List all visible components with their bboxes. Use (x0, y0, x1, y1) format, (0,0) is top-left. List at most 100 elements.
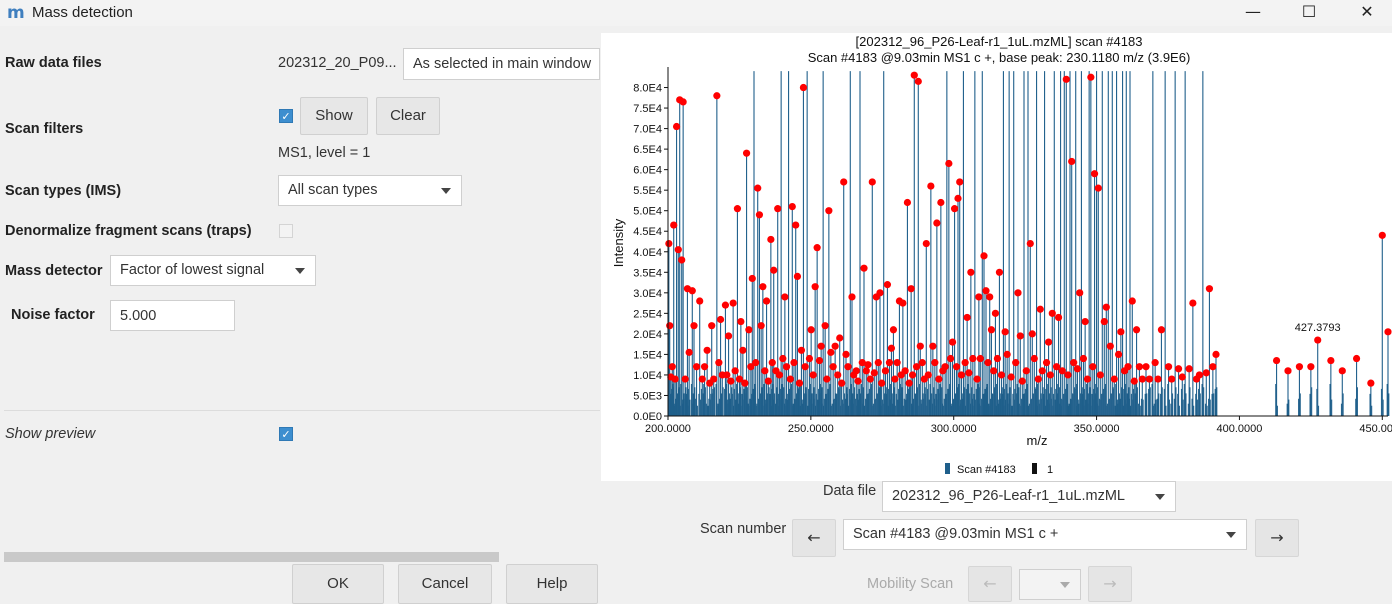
y-tick-label: 7.0E4 (633, 124, 662, 136)
peak-marker (903, 198, 912, 207)
legend: Scan #4183 1 (945, 463, 1053, 476)
peak-marker (752, 359, 760, 367)
peak-marker (883, 281, 892, 289)
peak-marker (918, 359, 926, 367)
peak-marker (860, 264, 868, 272)
peak-marker (748, 274, 756, 283)
peak-marker (922, 239, 930, 248)
peak-marker (1046, 371, 1054, 379)
peak-marker (747, 363, 755, 371)
data-file-select[interactable]: 202312_96_P26-Leaf-r1_1uL.mzML (882, 481, 1176, 512)
peak-marker (678, 256, 686, 264)
peak-marker (790, 359, 798, 367)
peak-marker (1026, 239, 1034, 248)
peak-marker (813, 244, 821, 252)
peak-marker (901, 367, 909, 375)
peak-marker (831, 342, 839, 350)
peak-marker (755, 211, 764, 219)
close-button[interactable]: ✕ (1360, 2, 1374, 21)
peak-marker (821, 322, 829, 330)
peak-marker (935, 375, 943, 383)
peak-marker (933, 219, 941, 227)
show-preview-checkbox[interactable]: ✓ (279, 427, 293, 441)
legend-peaks-label: 1 (1047, 464, 1053, 476)
peak-marker (674, 246, 682, 254)
next-scan-button[interactable]: → (1255, 519, 1299, 557)
peak-marker (742, 149, 751, 157)
maximize-button[interactable]: ☐ (1301, 2, 1317, 21)
divider (4, 410, 600, 411)
y-tick-label: 1.5E4 (633, 349, 662, 361)
mass-detector-select[interactable]: Factor of lowest signal (110, 255, 316, 286)
peak-marker (1378, 231, 1386, 239)
previous-scan-button[interactable]: ← (792, 519, 836, 557)
peak-marker (961, 359, 969, 367)
peak-marker (779, 354, 787, 363)
peak-marker (825, 207, 833, 215)
peak-marker (768, 359, 776, 367)
ok-button[interactable]: OK (292, 564, 384, 604)
peak-marker (912, 363, 921, 371)
peak-marker (1307, 363, 1315, 371)
denormalize-label: Denormalize fragment scans (traps) (5, 223, 252, 239)
raw-data-files-combo[interactable]: As selected in main window (403, 48, 600, 80)
help-button[interactable]: Help (506, 564, 598, 604)
scan-types-select[interactable]: All scan types (278, 175, 462, 206)
cancel-button[interactable]: Cancel (398, 564, 492, 604)
peak-marker (957, 371, 966, 379)
scan-number-label: Scan number (700, 521, 787, 537)
show-filters-button[interactable]: Show (300, 97, 368, 135)
peak-marker (1079, 354, 1088, 363)
peak-marker (997, 371, 1006, 379)
y-tick-label: 6.0E4 (633, 165, 662, 177)
peak-marker (797, 346, 806, 354)
peak-marker (1314, 336, 1322, 344)
peak-marker (990, 367, 998, 375)
next-mobility-button[interactable]: → (1088, 566, 1132, 602)
peak-marker (1100, 317, 1108, 326)
peak-marker (815, 356, 824, 365)
peak-marker (788, 203, 796, 211)
peak-marker (670, 221, 678, 229)
peak-marker (1151, 359, 1159, 367)
peak-marker (995, 268, 1004, 276)
previous-mobility-button[interactable]: ← (968, 566, 1012, 602)
mobility-scan-select[interactable] (1019, 569, 1081, 600)
peak-marker (1189, 299, 1197, 307)
peak-marker (1154, 375, 1162, 383)
peak-marker (1038, 367, 1046, 375)
peak-marker (1135, 363, 1144, 371)
peak-marker (690, 322, 698, 330)
y-tick-label: 7.5E4 (633, 103, 662, 115)
horizontal-scrollbar[interactable] (4, 552, 499, 562)
peak-marker (665, 239, 673, 248)
peak-marker (984, 359, 992, 367)
peak-marker (963, 313, 971, 322)
peak-marker (713, 92, 721, 100)
peak-marker (1001, 328, 1009, 336)
peak-marker (681, 375, 689, 383)
legend-scan-swatch (945, 463, 950, 474)
peak-marker (866, 375, 874, 383)
scan-filters-checkbox[interactable]: ✓ (279, 109, 293, 123)
peak-marker (1003, 350, 1011, 359)
spectrum-chart[interactable]: [202312_96_P26-Leaf-r1_1uL.mzML] scan #4… (601, 33, 1392, 481)
peak-marker (764, 377, 772, 385)
peak-marker (666, 322, 674, 330)
peak-marker (916, 342, 924, 350)
y-tick-label: 2.5E4 (633, 308, 662, 320)
peak-marker (1034, 375, 1042, 383)
chevron-down-icon (1226, 532, 1236, 538)
minimize-button[interactable]: — (1245, 2, 1261, 21)
noise-factor-input[interactable]: 5.000 (110, 300, 235, 331)
denormalize-checkbox[interactable] (279, 224, 293, 238)
scan-number-select[interactable]: Scan #4183 @9.03min MS1 c + (843, 519, 1247, 550)
peak-marker (1081, 317, 1089, 326)
peak-marker (969, 354, 977, 363)
peak-marker (1094, 184, 1102, 192)
peak-marker (1202, 369, 1210, 377)
peak-marker (858, 359, 866, 367)
clear-filters-button[interactable]: Clear (376, 97, 440, 135)
peak-marker (937, 198, 945, 207)
y-tick-label: 1.0E4 (633, 370, 662, 382)
